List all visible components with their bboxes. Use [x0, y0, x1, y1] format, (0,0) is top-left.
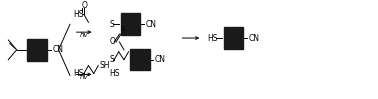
Text: S: S [110, 20, 115, 29]
Text: O: O [82, 1, 88, 10]
Text: S: S [120, 26, 125, 32]
Bar [27, 39, 47, 61]
Text: O: O [110, 38, 116, 46]
Bar [121, 13, 140, 35]
Text: CN: CN [146, 20, 156, 29]
Text: HS: HS [74, 69, 84, 78]
Bar [224, 27, 243, 49]
Text: HS: HS [74, 10, 84, 19]
Text: CN: CN [155, 55, 166, 64]
Text: CN: CN [249, 34, 260, 43]
Text: hv: hv [79, 32, 88, 38]
Bar [130, 49, 150, 70]
Text: HS: HS [207, 34, 218, 43]
Text: SH: SH [99, 61, 110, 70]
Text: HS: HS [110, 69, 120, 78]
Text: S: S [110, 55, 115, 64]
Text: CN: CN [52, 45, 63, 54]
Text: hv: hv [79, 74, 88, 80]
